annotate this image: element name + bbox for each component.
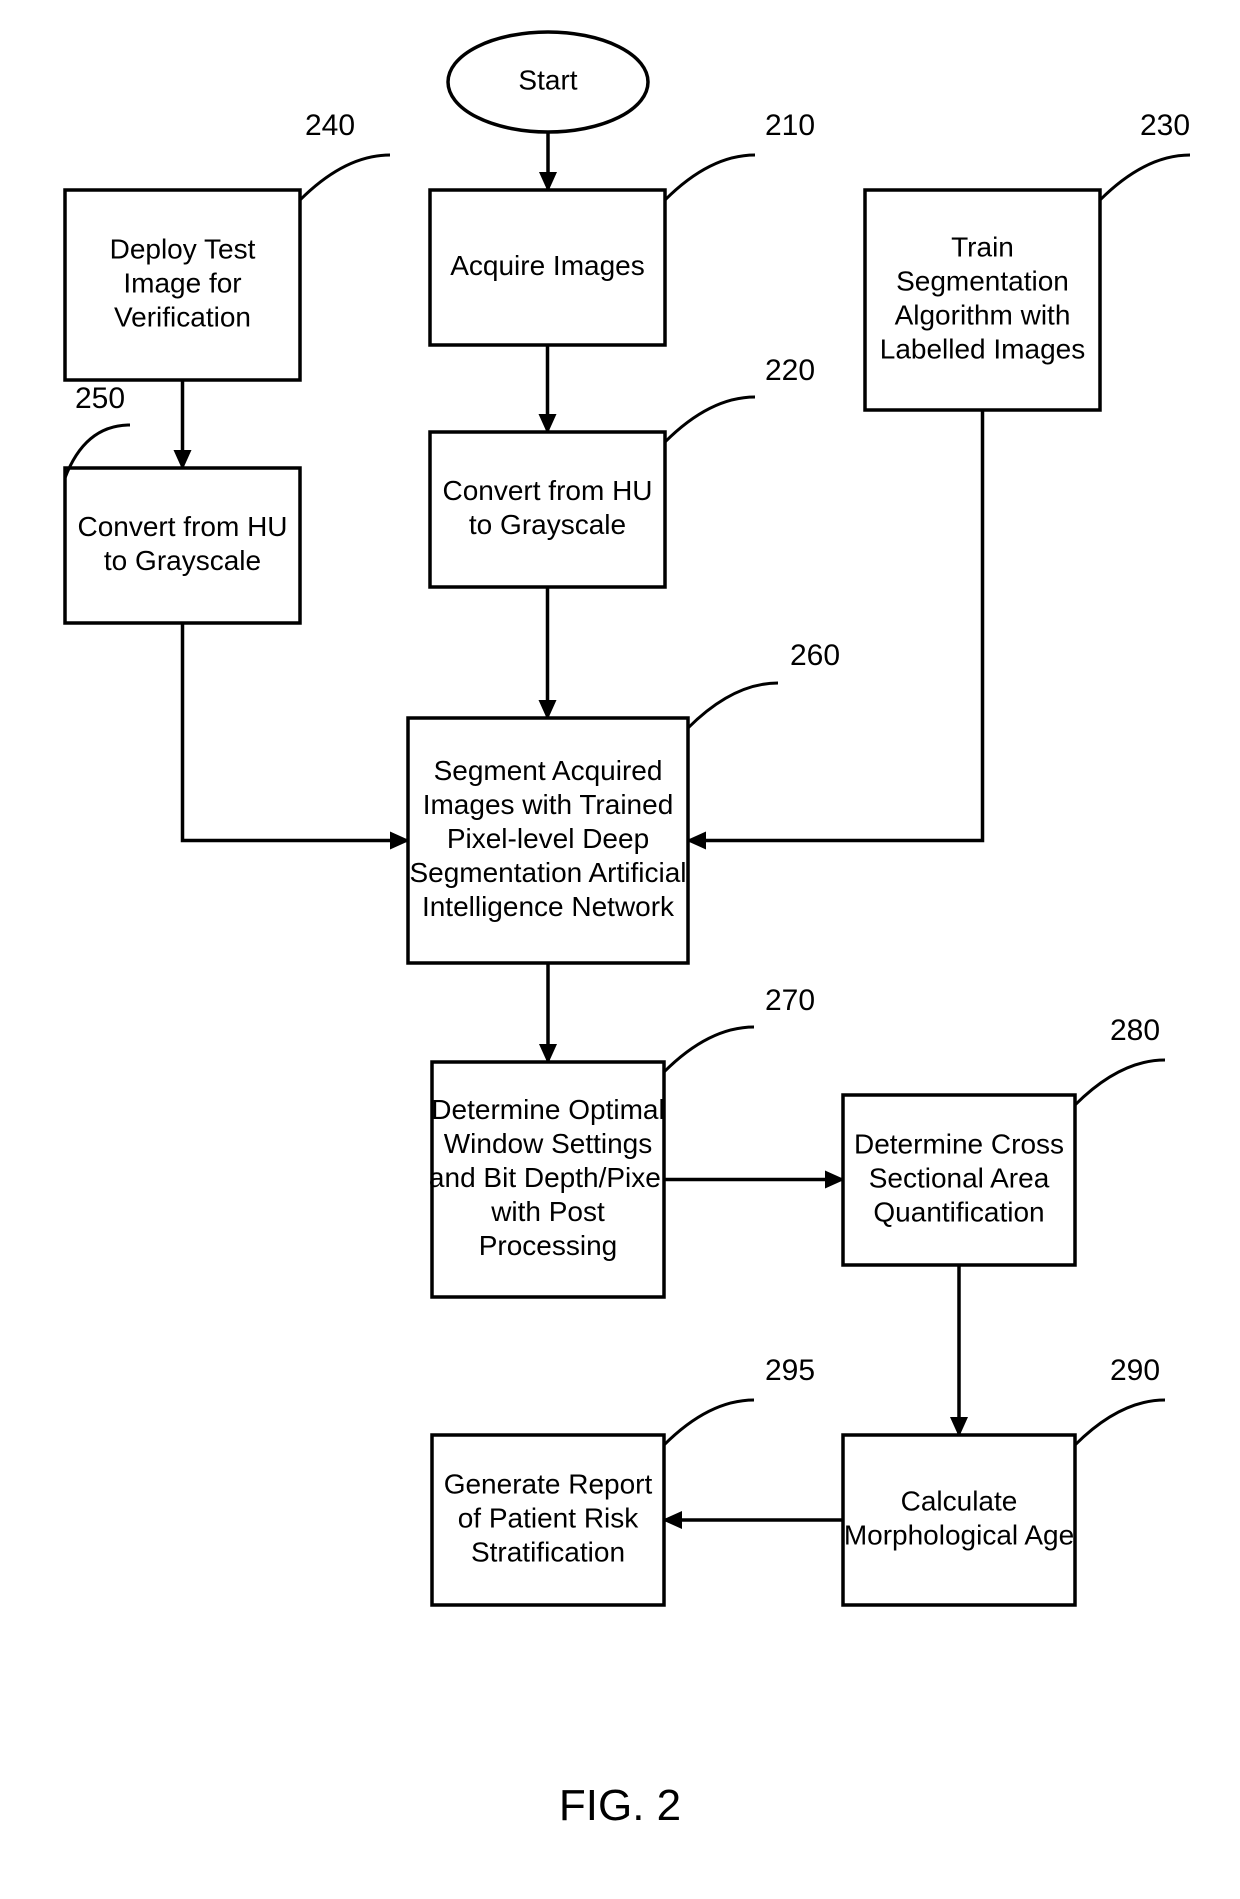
edge-n250-n260	[183, 623, 409, 841]
node-230-line-2: Algorithm with	[895, 299, 1071, 330]
edge-n230-n260	[688, 410, 983, 841]
node-210: Acquire Images	[430, 190, 665, 345]
node-250-line-1: to Grayscale	[104, 545, 261, 576]
node-250: Convert from HUto Grayscale	[65, 468, 300, 623]
node-260-line-4: Intelligence Network	[422, 891, 675, 922]
ref-label-295: 295	[765, 1354, 815, 1387]
node-220-line-1: to Grayscale	[469, 509, 626, 540]
node-270: Determine OptimalWindow Settingsand Bit …	[429, 1062, 667, 1297]
ref-label-250: 250	[75, 382, 125, 415]
node-240: Deploy TestImage forVerification	[65, 190, 300, 380]
node-230-line-3: Labelled Images	[880, 333, 1085, 364]
node-295-line-2: Stratification	[471, 1536, 625, 1567]
ref-lead-280	[1075, 1060, 1165, 1105]
ref-lead-290	[1075, 1400, 1165, 1445]
node-295-line-1: of Patient Risk	[458, 1502, 640, 1533]
ref-label-240: 240	[305, 109, 355, 142]
ref-label-270: 270	[765, 984, 815, 1017]
node-290-line-1: Morphological Age	[844, 1519, 1074, 1550]
node-260: Segment AcquiredImages with TrainedPixel…	[408, 718, 688, 963]
node-280: Determine CrossSectional AreaQuantificat…	[843, 1095, 1075, 1265]
ref-label-220: 220	[765, 354, 815, 387]
node-260-line-3: Segmentation Artificial	[409, 857, 686, 888]
flowchart-figure: StartAcquire ImagesConvert from HUto Gra…	[0, 0, 1240, 1899]
node-270-line-4: Processing	[479, 1230, 618, 1261]
ref-lead-240	[300, 155, 390, 200]
node-270-line-2: and Bit Depth/Pixel	[429, 1162, 667, 1193]
ref-lead-220	[665, 397, 755, 442]
ref-lead-295	[664, 1400, 754, 1445]
node-295: Generate Reportof Patient RiskStratifica…	[432, 1435, 664, 1605]
ref-lead-260	[688, 683, 778, 728]
node-295-line-0: Generate Report	[444, 1468, 653, 1499]
ref-label-260: 260	[790, 639, 840, 672]
node-280-line-0: Determine Cross	[854, 1128, 1064, 1159]
node-220: Convert from HUto Grayscale	[430, 432, 665, 587]
node-240-line-0: Deploy Test	[110, 233, 256, 264]
ref-label-280: 280	[1110, 1014, 1160, 1047]
node-290: CalculateMorphological Age	[843, 1435, 1075, 1605]
ref-label-290: 290	[1110, 1354, 1160, 1387]
node-250-line-0: Convert from HU	[77, 511, 287, 542]
ref-label-230: 230	[1140, 109, 1190, 142]
node-260-line-0: Segment Acquired	[434, 755, 663, 786]
start-label: Start	[518, 64, 577, 95]
node-260-line-1: Images with Trained	[423, 789, 674, 820]
node-230-line-1: Segmentation	[896, 265, 1069, 296]
node-280-line-2: Quantification	[873, 1196, 1044, 1227]
node-230-line-0: Train	[951, 231, 1014, 262]
node-240-line-2: Verification	[114, 301, 251, 332]
node-290-line-0: Calculate	[901, 1485, 1018, 1516]
node-270-line-1: Window Settings	[444, 1128, 653, 1159]
nodes: StartAcquire ImagesConvert from HUto Gra…	[65, 32, 1100, 1605]
node-260-line-2: Pixel-level Deep	[447, 823, 649, 854]
node-220-line-0: Convert from HU	[442, 475, 652, 506]
ref-lead-230	[1100, 155, 1190, 200]
node-280-line-1: Sectional Area	[869, 1162, 1050, 1193]
ref-label-210: 210	[765, 109, 815, 142]
ref-lead-270	[664, 1027, 754, 1072]
node-210-line-0: Acquire Images	[450, 250, 645, 281]
node-270-line-3: with Post	[490, 1196, 605, 1227]
figure-label: FIG. 2	[559, 1781, 681, 1830]
node-240-line-1: Image for	[123, 267, 241, 298]
ref-lead-210	[665, 155, 755, 200]
node-230: TrainSegmentationAlgorithm withLabelled …	[865, 190, 1100, 410]
node-270-line-0: Determine Optimal	[431, 1094, 664, 1125]
